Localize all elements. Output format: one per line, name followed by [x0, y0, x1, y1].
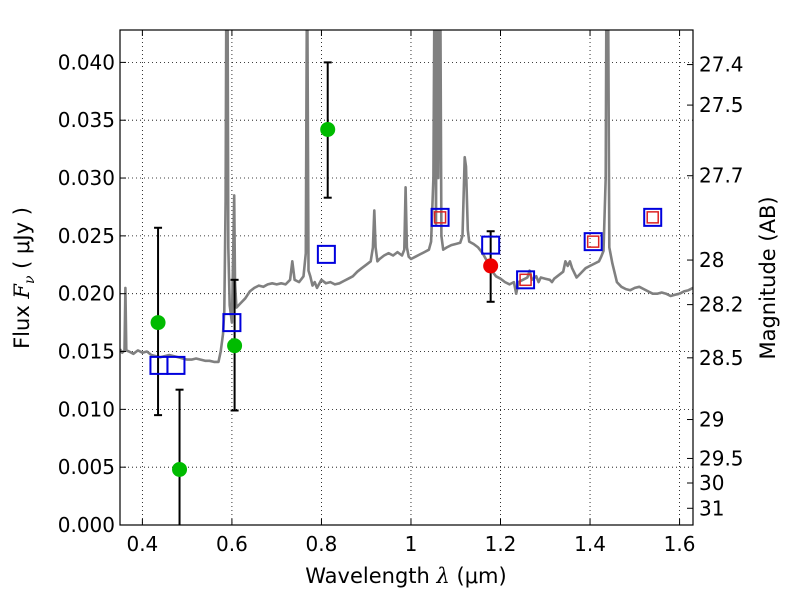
- synthetic-square: [316, 244, 336, 264]
- y-tick-label: 0.020: [58, 282, 115, 306]
- x-tick-label: 0.8: [306, 532, 338, 556]
- y-tick-label: 0.030: [58, 166, 115, 190]
- observed-point: [150, 315, 166, 331]
- observed-point: [227, 338, 243, 354]
- synthetic-square: [516, 270, 536, 290]
- synthetic-square-inner: [519, 273, 532, 287]
- observed-point: [172, 461, 188, 477]
- observed-photometry-series: [150, 121, 499, 477]
- synthetic-photometry-series: [149, 207, 663, 375]
- observed-point: [483, 258, 499, 274]
- synthetic-square-inner: [586, 235, 600, 248]
- observed-point: [320, 121, 336, 137]
- x-tick-label: 1.2: [485, 532, 517, 556]
- magnitude-tick-label: 28: [699, 248, 724, 272]
- plot-frame: [119, 29, 694, 526]
- x-tick-label: 1.4: [574, 532, 606, 556]
- model-spectrum-series: [120, 30, 693, 364]
- magnitude-tick-label: 31: [699, 496, 724, 520]
- y-tick-label: 0.040: [58, 50, 115, 74]
- magnitude-tick-label: 27.5: [699, 93, 744, 117]
- y-tick-label: 0.005: [58, 455, 115, 479]
- magnitude-tick-label: 27.7: [699, 164, 744, 188]
- grid-lines: [120, 30, 693, 526]
- synthetic-square: [222, 313, 242, 333]
- y-tick-label: 0.035: [58, 108, 115, 132]
- y-axis: 0.000 0.005 0.010 0.015 0.020 0.025 0.030 0.035…: [58, 50, 126, 537]
- x-tick-label: 1.6: [664, 532, 696, 556]
- x-tick-label: 0.6: [216, 532, 248, 556]
- synthetic-square: [481, 235, 501, 255]
- y-tick-label: 0.000: [58, 513, 115, 537]
- synthetic-square: [430, 207, 450, 227]
- y-axis-label: Flux Fν ( μJy ): [10, 207, 38, 349]
- magnitude-tick-label: 28.2: [699, 293, 744, 317]
- synthetic-square: [643, 207, 663, 227]
- x-tick-label: 0.4: [126, 532, 158, 556]
- synthetic-square: [583, 232, 603, 252]
- x-axis-label: Wavelength λ (μm): [305, 564, 506, 588]
- model-spectrum-line: [120, 30, 693, 364]
- y-tick-label: 0.015: [58, 340, 115, 364]
- magnitude-tick-label: 29.5: [699, 446, 744, 470]
- magnitude-tick-label: 29: [699, 408, 724, 432]
- magnitude-tick-label: 28.5: [699, 346, 744, 370]
- magnitude-axis-label: Magnitude (AB): [756, 196, 780, 359]
- x-tick-label: 1: [405, 532, 418, 556]
- x-axis: 0.4 0.6 0.8 1 1.2 1.4 1.6: [126, 30, 695, 556]
- synthetic-square: [166, 355, 186, 375]
- y-tick-label: 0.010: [58, 397, 115, 421]
- y-tick-label: 0.025: [58, 224, 115, 248]
- magnitude-tick-label: 30: [699, 471, 724, 495]
- synthetic-square-inner: [433, 211, 447, 224]
- synthetic-square-inner: [646, 211, 659, 224]
- magnitude-tick-label: 27.4: [699, 53, 744, 77]
